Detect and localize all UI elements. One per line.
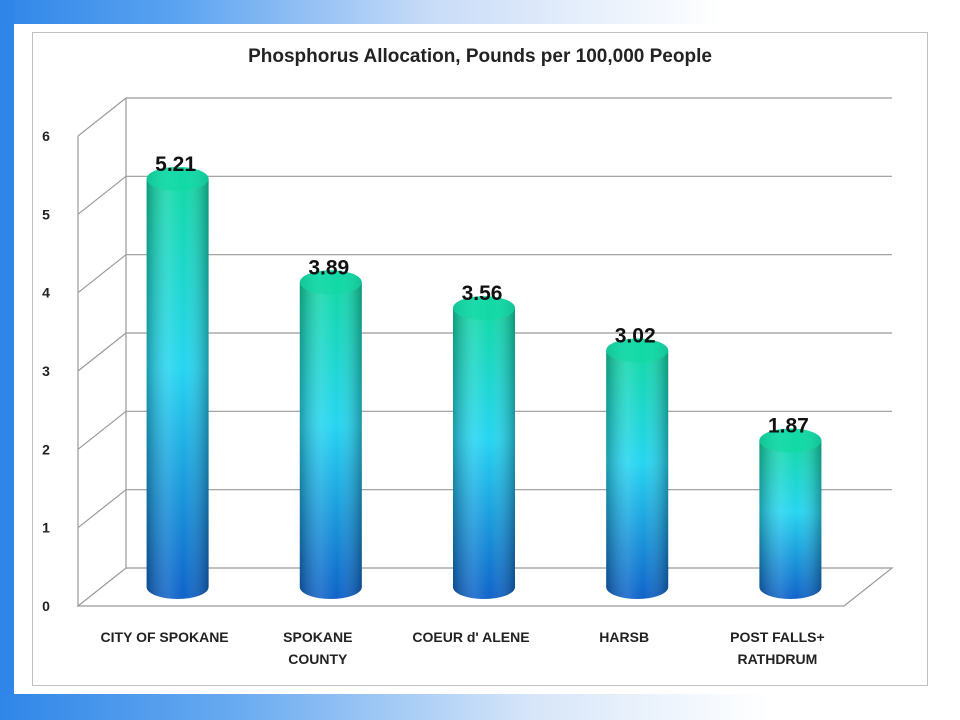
bar <box>146 166 209 599</box>
x-category-label: POST FALLS+ <box>730 629 825 645</box>
bar-shading <box>453 308 515 599</box>
bar <box>606 338 669 599</box>
bar-top-shading <box>299 270 362 295</box>
y-tick-label: 6 <box>42 128 50 144</box>
bar-shading <box>606 350 669 599</box>
bar-top-shading <box>759 428 822 453</box>
y-tick-label: 1 <box>42 520 50 536</box>
x-category-label: CITY OF SPOKANE <box>101 629 229 645</box>
data-label: 1.87 <box>768 415 809 438</box>
left-accent-band <box>0 0 14 720</box>
y-tick-label: 5 <box>42 206 50 222</box>
gridline-diagonal <box>77 410 127 450</box>
chart-floor <box>76 567 894 607</box>
x-axis-categories: CITY OF SPOKANE SPOKANE COUNTY COEUR d' ALE… <box>101 629 825 667</box>
x-category-label: RATHDRUM <box>737 651 817 667</box>
data-label: 3.89 <box>308 256 349 279</box>
bar <box>299 270 362 599</box>
gridline-diagonal <box>77 254 127 294</box>
x-category-label: COEUR d' ALENE <box>412 629 529 645</box>
gridline-diagonal <box>77 175 127 215</box>
data-labels: 5.21 3.89 3.56 3.02 1.87 <box>155 153 809 438</box>
y-tick-label: 4 <box>42 285 50 301</box>
y-tick-label: 0 <box>42 598 50 614</box>
bar-shading <box>759 440 822 599</box>
bottom-accent-band <box>0 694 960 720</box>
data-label: 3.56 <box>462 282 503 305</box>
gridline-diagonal <box>77 332 127 372</box>
y-tick-label: 2 <box>42 441 50 457</box>
bar <box>453 296 515 599</box>
x-category-label: SPOKANE <box>283 629 352 645</box>
x-category-label: COUNTY <box>288 651 348 667</box>
data-label: 5.21 <box>155 153 196 176</box>
gridline-diagonal <box>77 97 127 137</box>
bar-shading <box>299 282 362 599</box>
bar <box>759 428 822 599</box>
chart-title: Phosphorus Allocation, Pounds per 100,00… <box>248 46 712 67</box>
gridline-diagonal <box>77 489 127 529</box>
bars <box>146 166 822 599</box>
bar-shading <box>146 178 209 599</box>
x-category-label: HARSB <box>599 629 649 645</box>
bar-top-shading <box>606 338 669 363</box>
bar-top-shading <box>146 166 209 191</box>
y-axis-ticks: 0 1 2 3 4 5 6 <box>42 128 50 614</box>
data-label: 3.02 <box>615 324 656 347</box>
y-tick-label: 3 <box>42 363 50 379</box>
bar-top-shading <box>453 296 515 321</box>
